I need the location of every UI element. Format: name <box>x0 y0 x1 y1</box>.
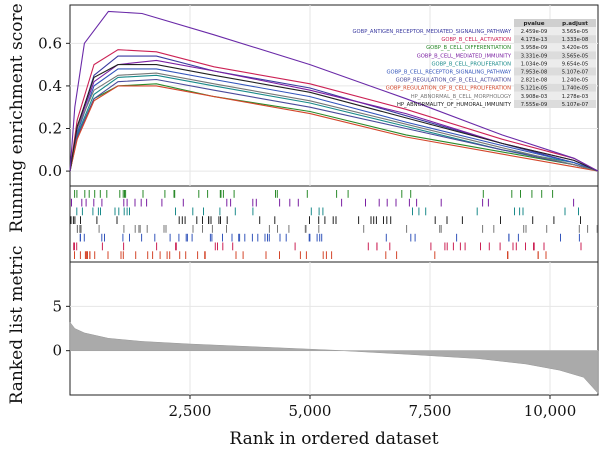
legend-pvalue: 7.953e-08 <box>521 70 548 76</box>
y-tick-label-top: 0.0 <box>38 162 62 180</box>
legend-series-name: GOBP_B_CELL_DIFFERENTIATION <box>426 45 511 51</box>
legend-padjust: 1.240e-05 <box>562 78 589 84</box>
enrichment-line-5 <box>69 68 599 172</box>
legend-padjust: 9.654e-05 <box>562 61 589 67</box>
legend-table: pvalue p.adjust GOBP_ANTIGEN_RECEPTOR_MEDI… <box>353 19 596 108</box>
enrichment-line-9 <box>69 64 599 172</box>
enrichment-line-1 <box>69 49 599 172</box>
legend-series-name: GOBP_REGULATION_OF_B_CELL_PROLIFERATION <box>386 86 511 92</box>
x-tick-label: 5,000 <box>289 402 332 420</box>
legend-series-name: GOBP_B_CELL_MEDIATED_IMMUNITY <box>417 53 512 59</box>
enrichment-gridlines <box>70 5 598 186</box>
legend-row-bg <box>514 43 596 52</box>
legend-row-bg <box>514 83 596 92</box>
legend-padjust: 1.740e-05 <box>562 86 589 92</box>
legend-series-name: HP_ABNORMALITY_OF_HUMORAL_IMMUNITY <box>397 102 512 108</box>
x-tick-label: 7,500 <box>409 402 452 420</box>
legend-padjust: 1.278e-03 <box>562 94 589 100</box>
enrichment-line-8 <box>69 72 599 172</box>
y-tick-label-bottom: 5 <box>52 297 62 315</box>
legend-padjust: 5.107e-07 <box>562 70 589 76</box>
enrichment-line-7 <box>69 85 599 172</box>
legend-series-name: GOBP_B_CELL_RECEPTOR_SIGNALING_PATHWAY <box>386 70 511 76</box>
x-tick-label: 2,500 <box>169 402 212 420</box>
y-axis-title-top: Running enrichment score <box>7 3 27 232</box>
ranked-metric-fill <box>69 321 599 394</box>
legend-pvalue: 3.958e-09 <box>521 45 548 51</box>
y-tick-label-bottom: 0 <box>52 342 62 360</box>
enrichment-line-6 <box>69 78 599 172</box>
legend-pvalue: 3.331e-09 <box>521 53 548 59</box>
x-axis-title: Rank in ordered dataset <box>229 429 438 449</box>
legend-padjust: 3.565e-05 <box>562 53 589 59</box>
enrichment-curves <box>69 10 599 172</box>
hits-panel <box>69 185 599 263</box>
ranked-metric-panel <box>69 261 599 396</box>
axis-ticks: 2,500 5,000 7,500 10,000 0.0 0.2 0.4 0.6 0 5 <box>38 34 576 420</box>
legend-pvalue: 1.034e-09 <box>521 61 548 67</box>
legend-padjust: 1.333e-08 <box>562 37 589 43</box>
legend-row-bg <box>514 27 596 36</box>
legend-padjust: 3.565e-05 <box>562 29 589 35</box>
gene-hit-marks <box>70 190 598 259</box>
x-tick-label: 10,000 <box>524 402 577 420</box>
legend-pvalue: 7.555e-09 <box>521 102 548 108</box>
legend-pvalue: 4.173e-13 <box>521 37 548 43</box>
legend-series-name: GOBP_ANTIGEN_RECEPTOR_MEDIATED_SIGNALING… <box>353 29 512 35</box>
enrichment-line-10 <box>69 10 599 172</box>
legend-header-bg <box>514 19 596 27</box>
legend-series-name: GOBP_B_CELL_ACTIVATION <box>441 37 511 43</box>
y-tick-label-top: 0.2 <box>38 120 62 138</box>
legend-pvalue: 3.908e-03 <box>521 94 548 100</box>
legend-row-bg <box>514 67 596 76</box>
legend-header-padjust: p.adjust <box>562 21 588 27</box>
legend-pvalue: 5.121e-05 <box>521 86 548 92</box>
legend-row-bg <box>514 91 596 100</box>
y-tick-label-top: 0.6 <box>38 34 62 52</box>
legend-pvalue: 2.821e-08 <box>521 78 548 84</box>
legend-pvalue: 2.459e-09 <box>521 29 548 35</box>
legend-row-bg <box>514 59 596 68</box>
legend-header-pvalue: pvalue <box>523 21 544 27</box>
legend-padjust: 5.107e-07 <box>562 102 589 108</box>
legend-row-bg <box>514 75 596 84</box>
enrichment-line-4 <box>69 74 599 172</box>
legend-padjust: 3.420e-05 <box>562 45 589 51</box>
legend-row-bg <box>514 51 596 60</box>
y-tick-label-top: 0.4 <box>38 77 62 95</box>
legend-series-name: HP_ABNORMAL_B_CELL_MORPHOLOGY <box>411 94 512 100</box>
legend-series-name: GOBP_REGULATION_OF_B_CELL_ACTIVATION <box>396 78 512 84</box>
y-axis-title-bottom: Ranked list metric <box>7 246 27 405</box>
ranked-metric-area <box>69 321 599 394</box>
legend-row-bg <box>514 35 596 44</box>
legend-series-name: GOBP_B_CELL_PROLIFERATION <box>431 61 511 67</box>
legend-row-bg <box>514 99 596 108</box>
